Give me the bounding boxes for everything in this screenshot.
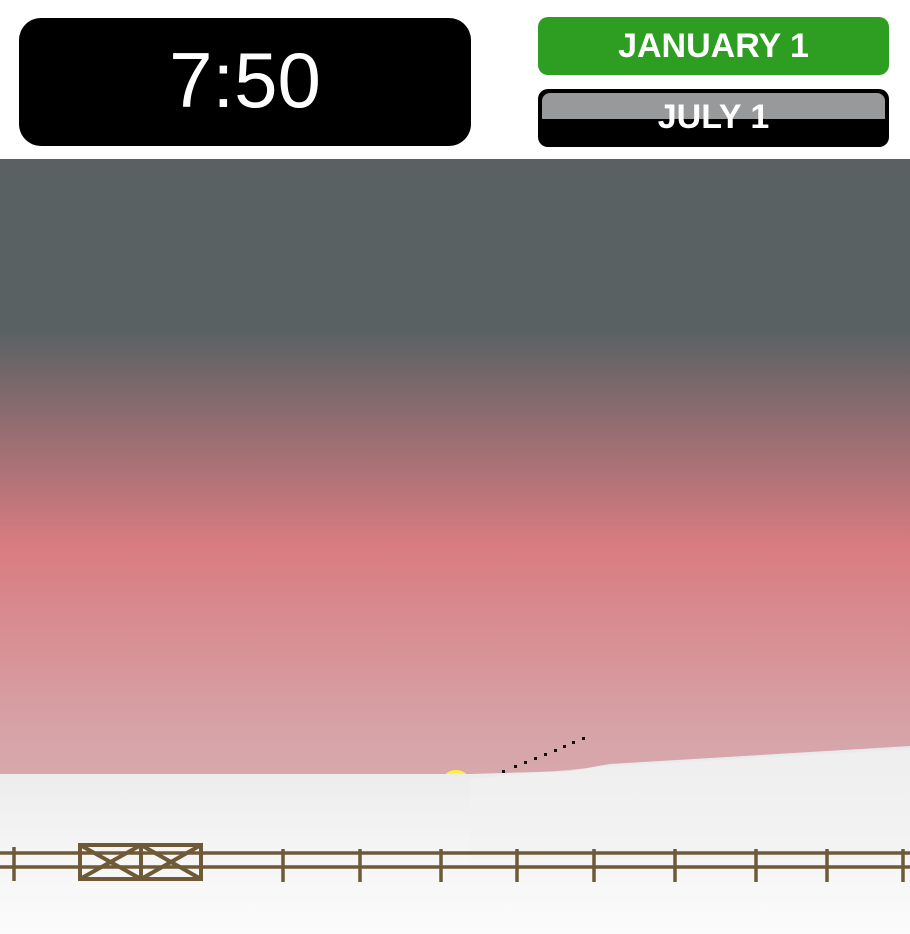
snow-hill [470, 749, 910, 859]
january-1-label: JANUARY 1 [618, 26, 809, 65]
sunrise-scene [0, 159, 910, 934]
july-1-button[interactable]: JULY 1 [538, 89, 889, 147]
landscape-svg [0, 159, 910, 934]
button-highlight [542, 93, 885, 119]
fence [0, 847, 910, 882]
july-1-label: JULY 1 [657, 97, 770, 136]
sun-path-dots [502, 737, 585, 773]
time-display: 7:50 [19, 18, 471, 146]
fence-gate [78, 843, 203, 881]
time-text: 7:50 [169, 36, 321, 124]
january-1-button[interactable]: JANUARY 1 [538, 17, 889, 75]
header-bar: 7:50 JANUARY 1 JULY 1 [0, 0, 910, 159]
